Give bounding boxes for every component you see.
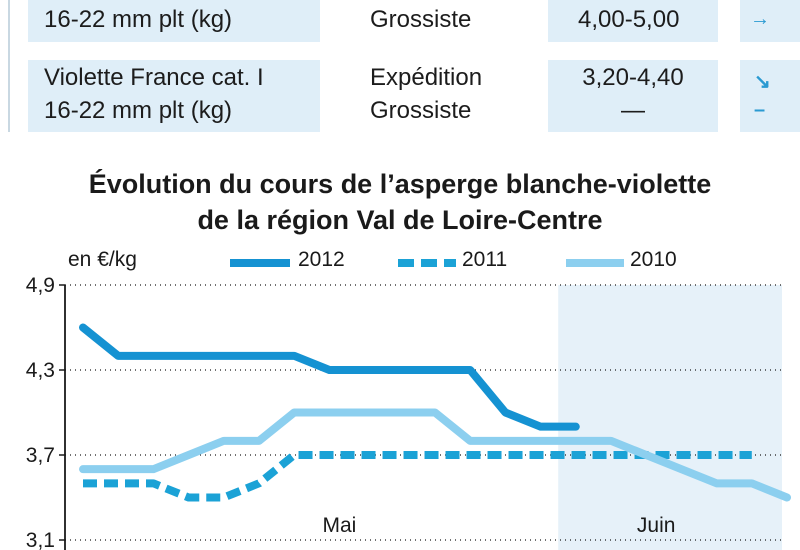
y-tick-label: 4,9: [26, 274, 55, 297]
row-bg-product: [28, 0, 320, 42]
row-bg-trend: [740, 60, 800, 132]
arrow-right-icon: →: [750, 8, 770, 30]
stage-cell: Expédition Grossiste: [370, 64, 483, 124]
row-bg-product: [28, 60, 320, 132]
chart-title: Évolution du cours de l’asperge blanche-…: [88, 169, 712, 199]
price-table: 16-22 mm plt (kg) Grossiste 4,00-5,00 → …: [0, 0, 800, 150]
y-tick-label: 4,3: [26, 359, 55, 382]
chart-subtitle: de la région Val de Loire-Centre: [197, 205, 603, 235]
legend-label-2012: 2012: [298, 248, 345, 271]
table-left-rule: [8, 0, 10, 132]
price-cell: 4,00-5,00: [578, 6, 680, 33]
legend-label-2010: 2010: [630, 248, 677, 271]
table-row: Violette France cat. I 16-22 mm plt (kg)…: [28, 60, 800, 132]
y-tick-label: 3,7: [26, 444, 55, 467]
legend-label-2011: 2011: [462, 248, 508, 271]
series-line-2010: [79, 408, 791, 502]
june-shade-region: [558, 285, 782, 550]
y-tick-label: 3,1: [26, 529, 55, 550]
row-bg-trend: [740, 0, 800, 42]
row-bg-price: [548, 0, 718, 42]
y-unit-label: en €/kg: [68, 248, 137, 271]
series-line-2012: [79, 323, 580, 431]
product-cell: 16-22 mm plt (kg): [44, 6, 233, 33]
price-cell: 3,20-4,40 —: [582, 64, 684, 124]
x-month-label: Juin: [637, 514, 676, 537]
stage-cell: Grossiste: [370, 6, 472, 33]
arrow-down-right-icon: ↘ –: [754, 71, 771, 121]
table-row: 16-22 mm plt (kg) Grossiste 4,00-5,00 →: [28, 0, 800, 42]
x-month-label: Mai: [322, 514, 356, 537]
product-cell: Violette France cat. I 16-22 mm plt (kg): [44, 64, 264, 124]
row-bg-price: [548, 60, 718, 132]
